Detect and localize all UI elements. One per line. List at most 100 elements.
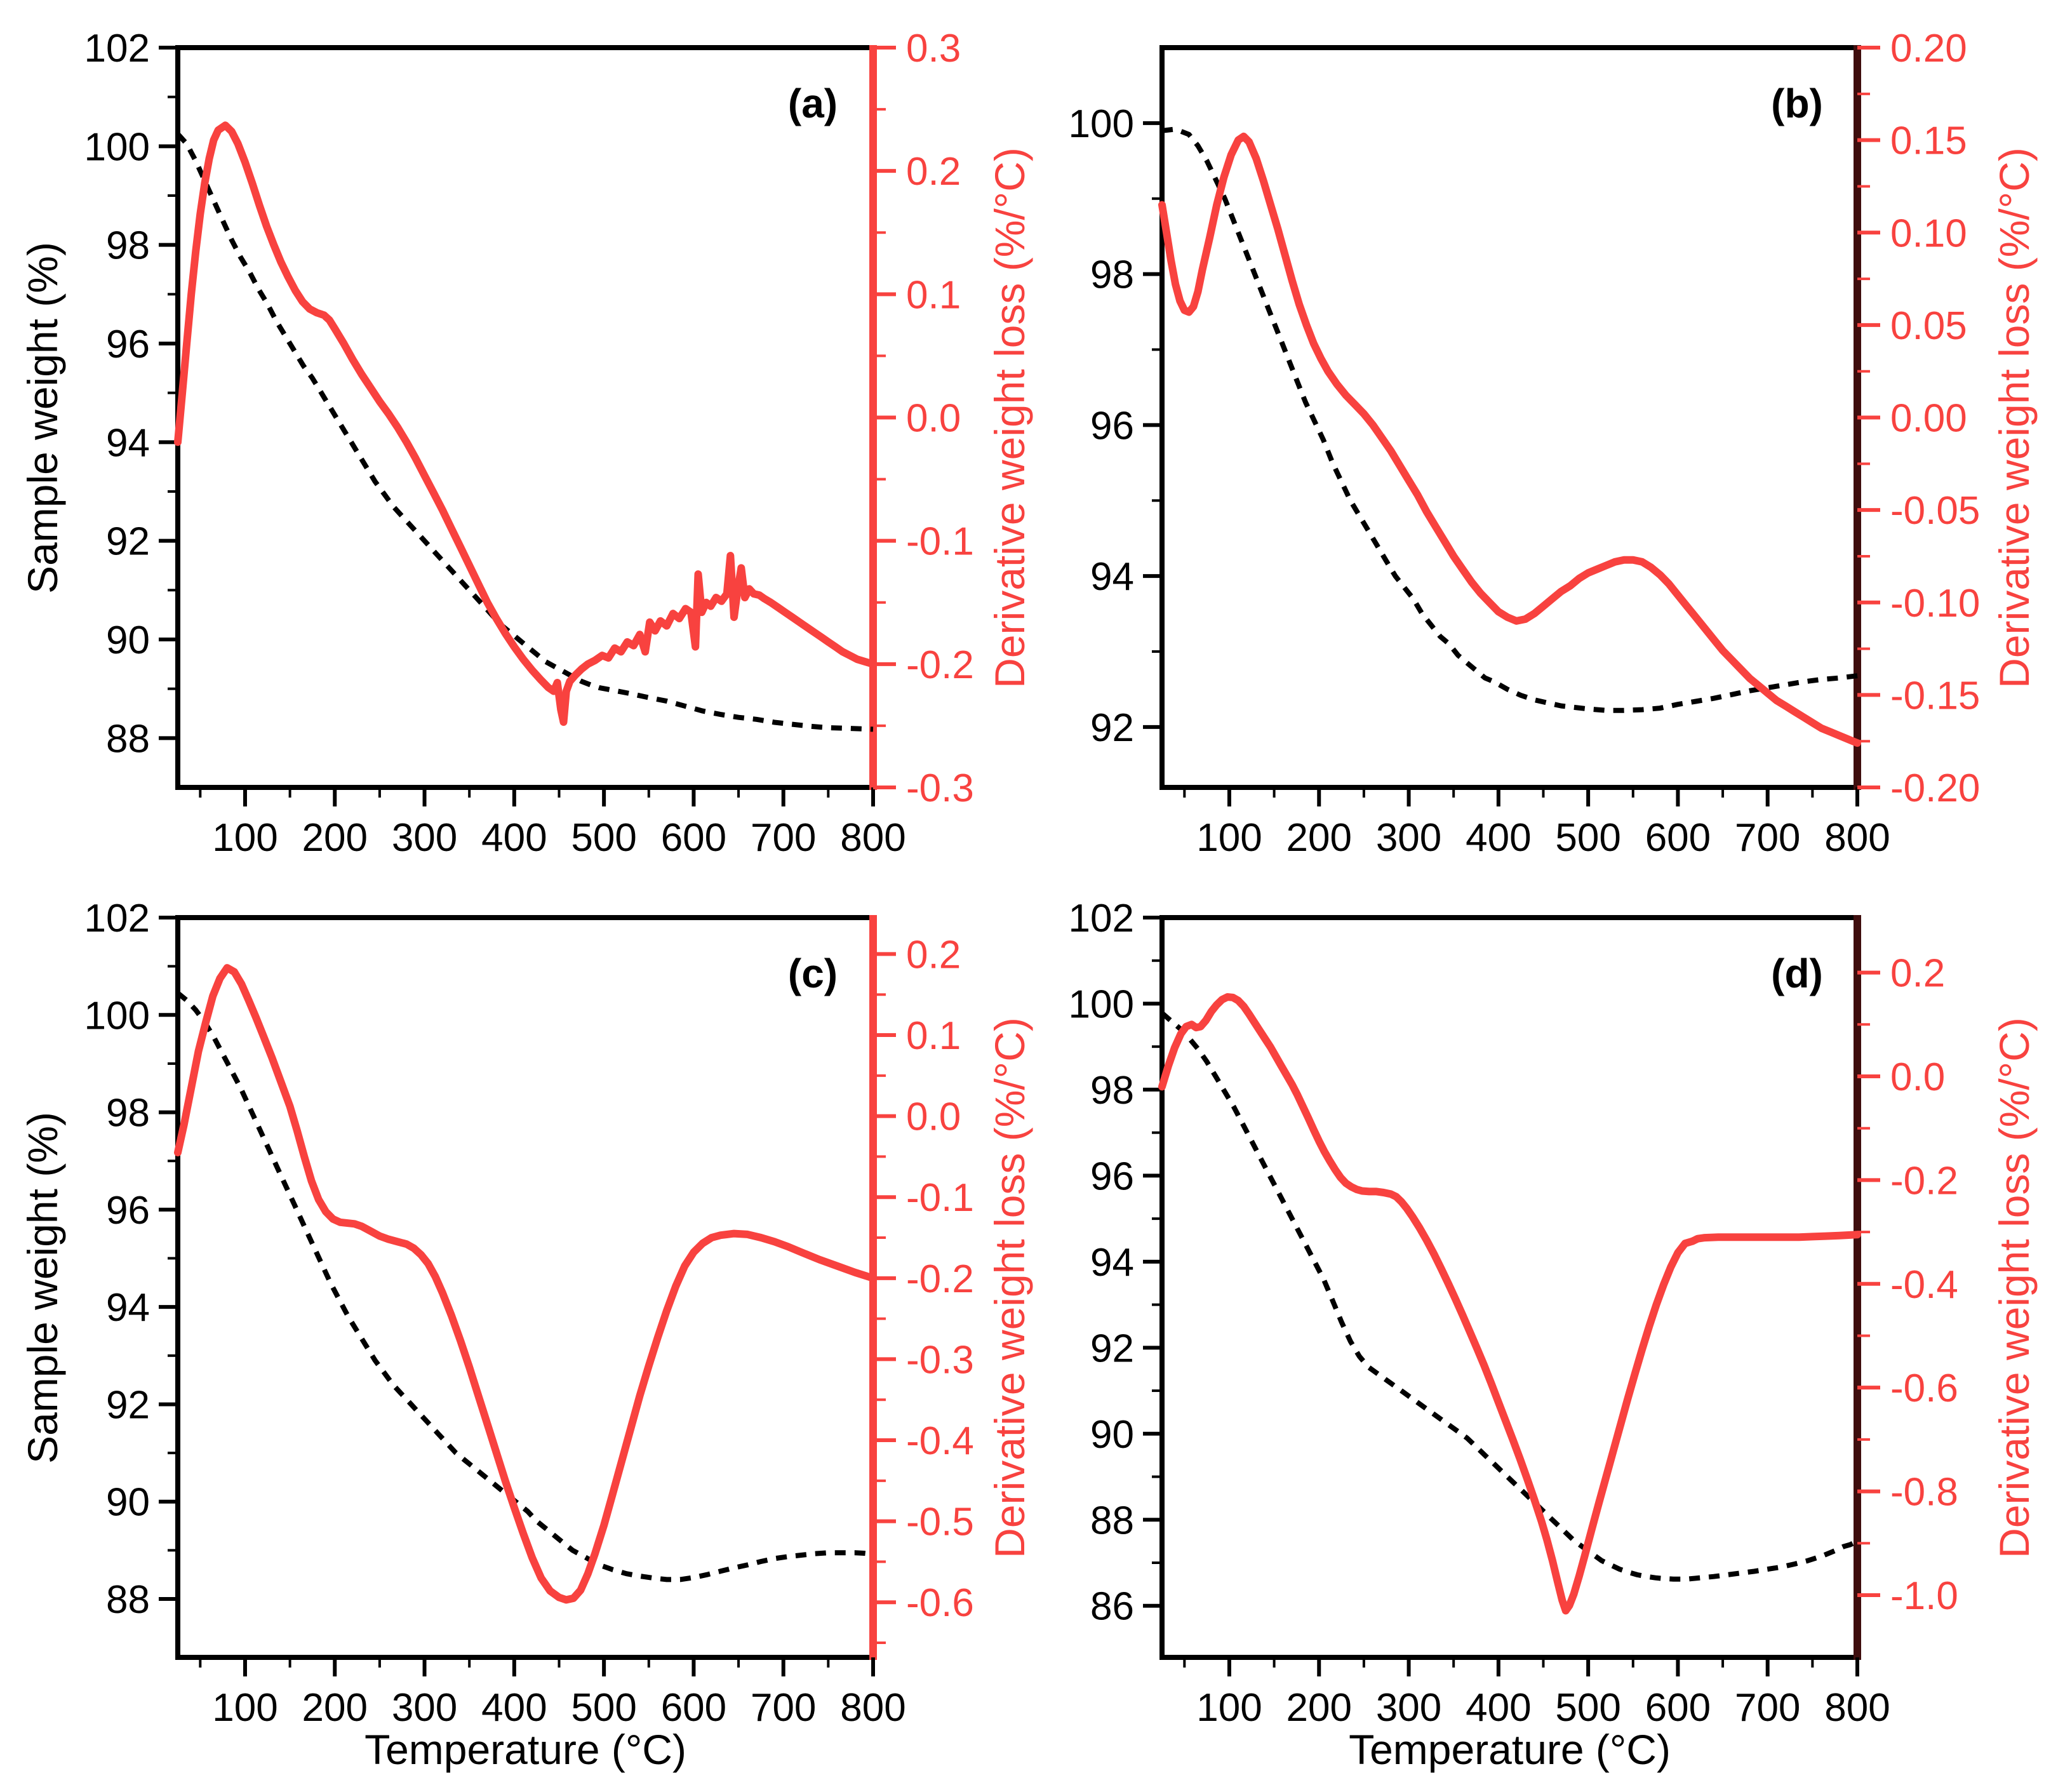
yright-tick-label-c: -0.5	[906, 1501, 974, 1544]
x-axis-title-temperature-c: Temperature (°C)	[364, 1726, 686, 1773]
x-tick-label-a: 200	[302, 816, 368, 860]
yright-tick-label-b: -0.15	[1890, 674, 1980, 718]
y-axis-title-derivative-c: Derivative weight loss (%/°C)	[986, 1017, 1033, 1558]
y-axis-title-derivative-d: Derivative weight loss (%/°C)	[1991, 1017, 2038, 1558]
yright-tick-label-b: 0.05	[1890, 304, 1967, 348]
yleft-tick-label-a: 98	[106, 224, 150, 268]
yleft-tick-label-c: 94	[106, 1286, 150, 1330]
x-tick-label-a: 800	[840, 816, 905, 860]
yleft-tick-label-b: 98	[1090, 253, 1134, 297]
yleft-tick-label-a: 96	[106, 323, 150, 366]
x-tick-label-b: 700	[1735, 816, 1800, 860]
yright-tick-label-a: -0.2	[906, 643, 974, 687]
dtg-curve-d	[1158, 993, 1861, 1615]
x-tick-label-d: 800	[1824, 1686, 1890, 1730]
x-tick-label-d: 500	[1555, 1686, 1620, 1730]
x-tick-label-b: 300	[1376, 816, 1441, 860]
yleft-tick-label-b: 92	[1090, 706, 1134, 750]
panel-label-a: (a)	[787, 81, 838, 126]
yright-tick-label-d: -0.4	[1890, 1263, 1958, 1307]
yleft-tick-label-a: 100	[84, 125, 150, 169]
yright-tick-label-d: -1.0	[1890, 1574, 1958, 1618]
yright-tick-label-d: -0.2	[1890, 1159, 1958, 1203]
yleft-tick-label-d: 86	[1090, 1585, 1134, 1629]
yleft-tick-label-d: 102	[1069, 897, 1134, 940]
tg-curve-c	[176, 991, 874, 1582]
yleft-tick-label-d: 92	[1090, 1327, 1134, 1370]
yleft-tick-label-c: 90	[106, 1481, 150, 1525]
x-tick-label-c: 300	[392, 1686, 457, 1730]
yright-tick-label-a: -0.1	[906, 520, 974, 564]
yright-tick-label-c: 0.0	[906, 1095, 961, 1139]
tg-curve-a	[176, 132, 874, 732]
yright-tick-label-c: -0.1	[906, 1176, 974, 1220]
yleft-tick-label-b: 96	[1090, 404, 1134, 448]
x-tick-label-a: 700	[751, 816, 816, 860]
x-tick-label-c: 700	[751, 1686, 816, 1730]
plot-frame-d	[1159, 915, 1857, 1657]
x-tick-label-a: 100	[212, 816, 277, 860]
panel-label-d: (d)	[1771, 951, 1823, 996]
yright-tick-label-a: 0.0	[906, 397, 961, 441]
yright-tick-label-b: -0.20	[1890, 766, 1980, 810]
yleft-tick-label-b: 94	[1090, 555, 1134, 599]
x-tick-label-c: 200	[302, 1686, 368, 1730]
x-axis-title-temperature-d: Temperature (°C)	[1349, 1726, 1671, 1773]
yright-tick-label-c: 0.2	[906, 933, 961, 977]
yright-tick-label-b: 0.10	[1890, 211, 1967, 255]
x-tick-label-a: 600	[661, 816, 726, 860]
dtg-curve-a	[174, 121, 877, 726]
x-tick-label-d: 600	[1645, 1686, 1711, 1730]
y-axis-title-sample-weight-a: Sample weight (%)	[19, 241, 66, 594]
panel-label-b: (b)	[1771, 81, 1823, 126]
yright-tick-label-c: 0.1	[906, 1014, 961, 1058]
x-tick-label-c: 500	[571, 1686, 636, 1730]
yright-tick-label-d: -0.6	[1890, 1367, 1958, 1410]
yleft-tick-label-c: 92	[106, 1383, 150, 1427]
y-axis-title-derivative-a: Derivative weight loss (%/°C)	[986, 147, 1033, 688]
x-tick-label-d: 100	[1196, 1686, 1262, 1730]
plot-frame-b	[1159, 45, 1857, 787]
x-tick-label-b: 600	[1645, 816, 1711, 860]
tg-curve-d	[1160, 1011, 1859, 1582]
yleft-tick-label-c: 100	[84, 994, 150, 1038]
yleft-tick-label-c: 102	[84, 897, 150, 940]
yleft-tick-label-c: 96	[106, 1189, 150, 1233]
yright-tick-label-a: 0.1	[906, 273, 961, 317]
yright-tick-label-b: 0.00	[1890, 397, 1967, 441]
x-tick-label-d: 400	[1466, 1686, 1531, 1730]
y-axis-title-derivative-b: Derivative weight loss (%/°C)	[1991, 147, 2038, 688]
tg-curve-b	[1161, 126, 1858, 713]
yright-tick-label-c: -0.2	[906, 1257, 974, 1301]
dtg-curve-b	[1158, 132, 1861, 747]
yright-tick-label-a: 0.2	[906, 150, 961, 194]
yleft-tick-label-a: 92	[106, 520, 150, 564]
yleft-tick-label-d: 90	[1090, 1413, 1134, 1457]
x-tick-label-a: 400	[481, 816, 547, 860]
yright-tick-label-c: -0.6	[906, 1581, 974, 1625]
yright-tick-label-b: 0.20	[1890, 27, 1967, 70]
yright-tick-label-a: -0.3	[906, 766, 974, 810]
yright-tick-label-b: 0.15	[1890, 119, 1967, 163]
dtg-curve-c	[174, 964, 877, 1604]
x-tick-label-c: 100	[212, 1686, 277, 1730]
yleft-tick-label-d: 98	[1090, 1069, 1134, 1113]
yright-tick-label-a: 0.3	[906, 27, 961, 70]
plot-frame-a	[175, 45, 873, 787]
x-tick-label-a: 500	[571, 816, 636, 860]
yleft-tick-label-c: 98	[106, 1092, 150, 1135]
yright-tick-label-c: -0.4	[906, 1419, 974, 1463]
x-tick-label-a: 300	[392, 816, 457, 860]
yleft-tick-label-d: 100	[1069, 982, 1134, 1026]
yright-tick-label-d: 0.0	[1890, 1055, 1945, 1099]
x-tick-label-c: 600	[661, 1686, 726, 1730]
yleft-tick-label-a: 102	[84, 27, 150, 70]
yleft-tick-label-a: 88	[106, 717, 150, 761]
yright-tick-label-b: -0.05	[1890, 489, 1980, 533]
x-tick-label-b: 100	[1196, 816, 1262, 860]
yleft-tick-label-c: 88	[106, 1578, 150, 1622]
x-tick-label-d: 200	[1286, 1686, 1352, 1730]
x-tick-label-c: 800	[840, 1686, 905, 1730]
x-tick-label-b: 400	[1466, 816, 1531, 860]
